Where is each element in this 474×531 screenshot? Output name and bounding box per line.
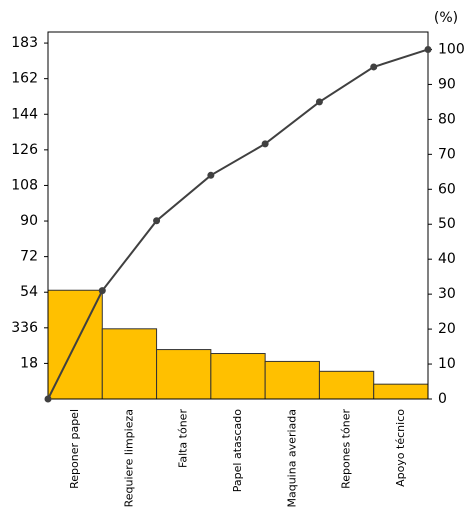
y-tick-label: 336 (11, 320, 38, 336)
line-point (153, 217, 161, 225)
y-tick-label: 162 (11, 71, 38, 87)
y2-tick-label: 70 (438, 146, 456, 162)
y-tick-label: 108 (11, 177, 38, 193)
y2-tick-label: 30 (438, 286, 456, 302)
line-point (424, 45, 432, 53)
x-tick-label: Papel atascado (231, 409, 244, 492)
y-tick-label: 183 (11, 35, 38, 51)
x-tick-label: Maquina averiada (285, 409, 298, 508)
y-tick-label: 72 (20, 249, 38, 265)
cumulative-line (47, 48, 429, 400)
plot-frame (47, 31, 429, 400)
line-point (207, 171, 215, 179)
y-tick-label: 18 (20, 355, 38, 371)
x-tick-label: Falta tóner (177, 409, 190, 468)
y2-tick-label: 10 (438, 356, 456, 372)
y2-tick-label: 60 (438, 181, 456, 197)
bar (101, 328, 158, 400)
y2-tick-label: 100 (438, 41, 465, 57)
x-tick-label: Apoyo técnico (394, 409, 407, 487)
y2-tick-label: 80 (438, 111, 456, 127)
bar (156, 349, 212, 400)
line-point (370, 63, 378, 71)
bar (210, 353, 266, 400)
line-origin (44, 395, 52, 403)
line-point (98, 287, 106, 295)
y2-tick-label: 40 (438, 251, 456, 267)
x-tick-label: Requiere limpieza (122, 409, 135, 507)
y-tick-label: 90 (20, 213, 38, 229)
y2-tick-label: 90 (438, 76, 456, 92)
y2-tick-label: 50 (438, 216, 456, 232)
bar (318, 370, 375, 400)
bar (373, 383, 429, 400)
bar (264, 360, 320, 400)
y2-axis-label: (%) (434, 10, 458, 26)
y-tick-label: 54 (20, 284, 38, 300)
y-tick-label: 144 (11, 106, 38, 122)
y-tick-label: 126 (11, 142, 38, 158)
y2-tick-label: 0 (438, 391, 447, 407)
y2-tick-label: 20 (438, 321, 456, 337)
x-tick-label: Reponer papel (68, 409, 81, 489)
line-point (315, 98, 323, 106)
x-tick-label: Repones tóner (340, 409, 353, 489)
line-point (261, 140, 269, 148)
